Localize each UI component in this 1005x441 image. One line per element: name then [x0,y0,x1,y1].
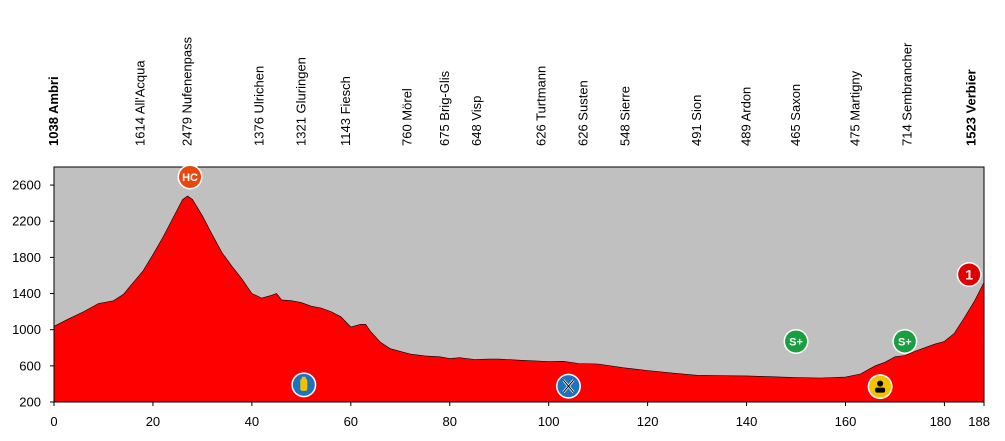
place-label: 1321 Gluringen [293,57,308,146]
y-tick-label: 600 [19,358,41,373]
y-tick-label: 200 [19,395,41,410]
place-label: 2479 Nufenenpass [180,36,195,146]
place-label: 1143 Fiesch [338,76,353,146]
place-label: 1376 Ulrichen [251,66,266,146]
y-tick-labels: 200 600 1000 1400 1800 2200 2600 [12,178,54,410]
x-tick-label: 160 [835,414,857,429]
place-label: 1038 Ambri [46,76,61,146]
x-tick-label: 120 [637,414,659,429]
feed-zone-marker [291,372,317,398]
place-label: 475 Martigny [847,70,862,146]
y-tick-label: 1400 [12,286,41,301]
water-marker [867,374,893,400]
place-label: 489 Ardon [739,87,754,146]
x-tick-labels: 0 20 40 60 80 100 120 140 160 180 188 [50,402,990,429]
place-label: 626 Susten [575,80,590,146]
place-label: 626 Turtmann [533,66,548,146]
x-tick-label: 0 [50,414,57,429]
place-label: 1614 All'Acqua [133,60,148,146]
climb-1-marker: 1 [956,262,982,288]
y-tick-label: 1800 [12,250,41,265]
y-tick-label: 2200 [12,214,41,229]
sprint-marker: S+ [783,328,809,354]
x-tick-label: 140 [736,414,758,429]
svg-text:HC: HC [182,172,198,184]
place-label: 760 Mörel [400,88,415,146]
x-tick-label: 80 [443,414,457,429]
x-tick-label: 180 [930,414,952,429]
sprint-marker: S+ [892,328,918,354]
place-label: 648 Visp [469,96,484,146]
route-markers: HC S+ S+ 1 [177,164,982,400]
x-tick-label: 20 [146,414,160,429]
place-label: 465 Saxon [788,84,803,146]
x-tick-label: 40 [245,414,259,429]
y-tick-label: 1000 [12,322,41,337]
y-tick-label: 2600 [12,178,41,193]
place-labels: 1038 Ambri 1614 All'Acqua 2479 Nufenenpass… [46,36,979,146]
place-label: 548 Sierre [617,86,632,146]
svg-text:S+: S+ [789,336,803,348]
place-label: 675 Brig-Glis [437,70,452,146]
x-tick-label: 60 [344,414,358,429]
place-label: 491 Sion [689,95,704,146]
svg-text:S+: S+ [898,336,912,348]
elevation-area [53,195,985,403]
intermediate-sprint-marker [555,373,581,399]
svg-text:1: 1 [965,267,973,283]
x-tick-label: 188 [968,414,990,429]
climb-hc-marker: HC [177,164,203,190]
place-label: 714 Sembrancher [899,42,914,146]
place-label: 1523 Verbier [964,69,979,146]
x-tick-label: 100 [538,414,560,429]
